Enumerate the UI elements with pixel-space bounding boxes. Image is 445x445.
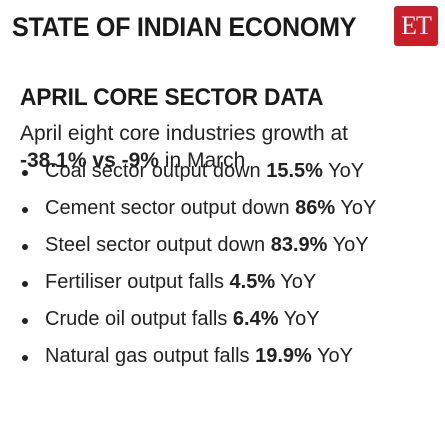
summary-line1: April eight core industries growth at bbox=[20, 122, 348, 145]
march-growth-value: -9% bbox=[121, 149, 159, 172]
item-label: Crude oil output falls bbox=[45, 308, 233, 330]
sector-list: Coal sector output down 15.5% YoY Cement… bbox=[20, 158, 445, 380]
bullet-icon bbox=[22, 170, 28, 176]
bullet-icon bbox=[22, 355, 28, 361]
item-text: Cement sector output down 86% YoY bbox=[45, 195, 376, 221]
list-item: Crude oil output falls 6.4% YoY bbox=[20, 306, 445, 343]
item-suffix: YoY bbox=[322, 160, 365, 182]
item-value: 15.5% bbox=[266, 160, 323, 182]
list-item: Coal sector output down 15.5% YoY bbox=[20, 158, 445, 195]
summary-suffix: in March bbox=[164, 149, 246, 172]
item-label: Steel sector output down bbox=[45, 234, 271, 256]
item-text: Steel sector output down 83.9% YoY bbox=[45, 232, 369, 258]
bullet-icon bbox=[22, 318, 28, 324]
item-label: Fertiliser output falls bbox=[45, 271, 230, 293]
item-text: Natural gas output falls 19.9% YoY bbox=[45, 343, 353, 369]
item-suffix: YoY bbox=[275, 271, 317, 293]
item-suffix: YoY bbox=[278, 308, 320, 330]
et-logo: ET bbox=[394, 6, 438, 46]
item-label: Coal sector output down bbox=[45, 160, 267, 182]
bullet-icon bbox=[22, 244, 28, 250]
april-growth-value: -38.1% bbox=[20, 149, 87, 172]
summary-text: April eight core industries growth at -3… bbox=[20, 120, 440, 174]
item-label: Natural gas output falls bbox=[45, 345, 256, 367]
section-title: APRIL CORE SECTOR DATA bbox=[20, 84, 324, 111]
item-value: 19.9% bbox=[255, 345, 312, 367]
item-text: Crude oil output falls 6.4% YoY bbox=[45, 306, 320, 332]
list-item: Cement sector output down 86% YoY bbox=[20, 195, 445, 232]
list-item: Steel sector output down 83.9% YoY bbox=[20, 232, 445, 269]
item-text: Coal sector output down 15.5% YoY bbox=[45, 158, 364, 184]
bullet-icon bbox=[22, 207, 28, 213]
item-value: 86% bbox=[295, 197, 336, 219]
bullet-icon bbox=[22, 281, 28, 287]
list-item: Natural gas output falls 19.9% YoY bbox=[20, 343, 445, 380]
list-item: Fertiliser output falls 4.5% YoY bbox=[20, 269, 445, 306]
page-title: STATE OF INDIAN ECONOMY bbox=[12, 12, 357, 42]
item-value: 6.4% bbox=[232, 308, 279, 330]
vs-label: vs bbox=[92, 149, 116, 172]
item-value: 4.5% bbox=[229, 271, 276, 293]
item-suffix: YoY bbox=[335, 197, 377, 219]
item-suffix: YoY bbox=[311, 345, 354, 367]
item-value: 83.9% bbox=[270, 234, 328, 256]
item-text: Fertiliser output falls 4.5% YoY bbox=[45, 269, 316, 295]
item-label: Cement sector output down bbox=[45, 197, 296, 219]
item-suffix: YoY bbox=[327, 234, 369, 256]
header: STATE OF INDIAN ECONOMY ET bbox=[0, 0, 445, 62]
